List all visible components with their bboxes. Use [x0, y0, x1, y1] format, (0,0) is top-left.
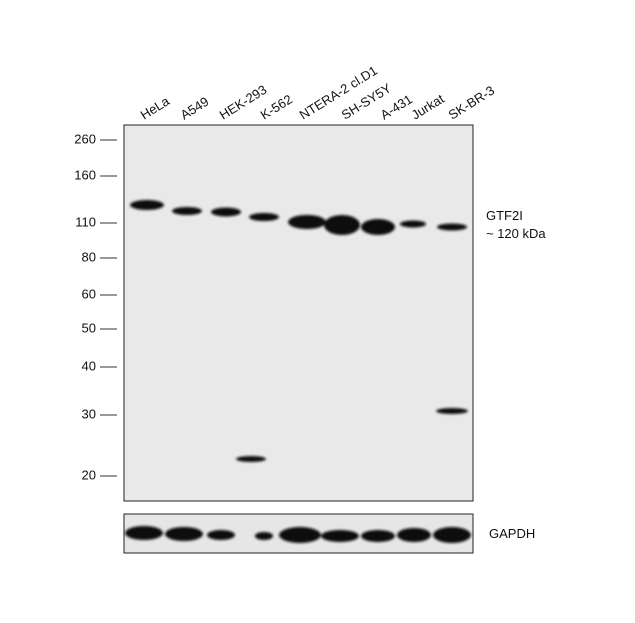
band [361, 530, 395, 542]
band [361, 219, 395, 235]
marker-label: 60 [82, 286, 96, 301]
band [211, 207, 241, 217]
band [397, 528, 431, 542]
band [207, 530, 235, 540]
band [321, 530, 359, 542]
marker-label: 20 [82, 467, 96, 482]
marker-label: 50 [82, 320, 96, 335]
marker-label: 30 [82, 406, 96, 421]
marker-label: 160 [74, 167, 96, 182]
band [279, 527, 321, 543]
band [433, 527, 471, 543]
marker-label: 260 [74, 131, 96, 146]
bands [125, 200, 471, 543]
band [130, 200, 164, 210]
band [172, 207, 202, 215]
marker-label: 110 [75, 214, 96, 229]
target-size: ~ 120 kDa [486, 226, 546, 241]
band [249, 213, 279, 221]
band [437, 223, 467, 231]
target-name: GTF2I [486, 208, 523, 223]
main-blot [123, 124, 474, 502]
marker-label: 80 [82, 249, 96, 264]
band [400, 220, 426, 228]
loading-control-label: GAPDH [489, 526, 535, 541]
band [236, 456, 266, 462]
markers: 260 160 110 80 60 50 40 30 20 [74, 131, 117, 482]
band [255, 532, 273, 540]
band [436, 408, 468, 414]
band [165, 527, 203, 541]
band [125, 526, 163, 540]
band [324, 215, 360, 235]
band [288, 215, 326, 229]
marker-label: 40 [82, 358, 96, 373]
